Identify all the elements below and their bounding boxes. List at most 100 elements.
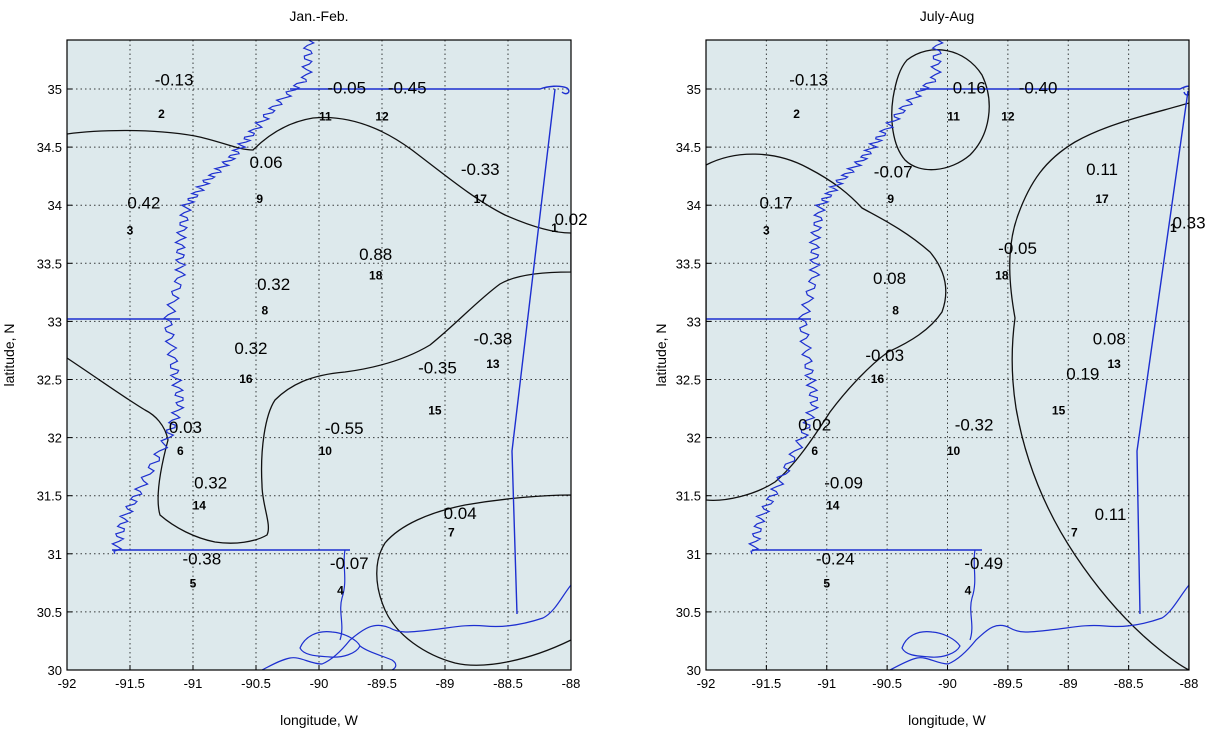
correlation-value: 0.11 bbox=[1095, 505, 1127, 524]
x-tick-label: -90.5 bbox=[872, 676, 902, 691]
station-id: 16 bbox=[871, 372, 885, 386]
station-id: 7 bbox=[448, 525, 455, 539]
station-id: 17 bbox=[474, 192, 488, 206]
correlation-value: 0.08 bbox=[873, 269, 906, 288]
correlation-value: 0.02 bbox=[798, 416, 831, 435]
coastline bbox=[261, 584, 571, 670]
station-id: 9 bbox=[887, 192, 894, 206]
x-tick-label: -88.5 bbox=[493, 676, 523, 691]
x-axis: -92 -91.5 -91 -90.5 -90 -89.5 -89 -88.5 -88 bbox=[58, 665, 580, 691]
correlation-value: 0.88 bbox=[359, 245, 392, 264]
panel-title: Jan.-Feb. bbox=[289, 8, 348, 24]
station-id: 4 bbox=[965, 583, 972, 597]
correlation-value: -0.35 bbox=[418, 359, 457, 378]
x-axis-label: longitude, W bbox=[280, 712, 359, 728]
y-tick-label: 31.5 bbox=[37, 489, 62, 504]
x-tick-label: -90.5 bbox=[241, 676, 271, 691]
panel-jan-feb: -92 -91.5 -91 -90.5 -90 -89.5 -89 -88.5 -88 3030… bbox=[1, 8, 588, 728]
y-tick-label: 31 bbox=[687, 547, 701, 562]
station-id: 12 bbox=[375, 109, 389, 123]
station-id: 9 bbox=[256, 192, 263, 206]
correlation-value: -0.05 bbox=[998, 239, 1037, 258]
station-id: 16 bbox=[239, 372, 253, 386]
station-id: 17 bbox=[1095, 192, 1109, 206]
correlation-value: -0.07 bbox=[330, 554, 369, 573]
station-id: 2 bbox=[158, 107, 165, 121]
x-tick-label: -91 bbox=[184, 676, 203, 691]
lake-pontchartrain bbox=[901, 631, 961, 658]
y-tick-label: 33 bbox=[687, 314, 701, 329]
panel-july-aug: -92 -91.5 -91 -90.5 -90 -89.5 -89 -88.5 -88 3030… bbox=[653, 8, 1206, 728]
correlation-value: 0.08 bbox=[1093, 330, 1126, 349]
x-tick-label: -91.5 bbox=[752, 676, 782, 691]
y-tick-label: 30.5 bbox=[676, 605, 701, 620]
correlation-value: -0.49 bbox=[964, 554, 1003, 573]
correlation-value: 0.32 bbox=[257, 275, 290, 294]
y-tick-label: 33 bbox=[48, 314, 62, 329]
x-axis: -92 -91.5 -91 -90.5 -90 -89.5 -89 -88.5 -88 bbox=[697, 665, 1199, 691]
x-tick-label: -88 bbox=[1180, 676, 1199, 691]
y-tick-label: 32.5 bbox=[37, 373, 62, 388]
correlation-value: -0.55 bbox=[325, 419, 364, 438]
y-tick-label: 31 bbox=[48, 547, 62, 562]
y-axis-label: latitude, N bbox=[653, 323, 669, 386]
y-tick-label: 33.5 bbox=[676, 256, 701, 271]
y-axis: 30 30.5 31 31.5 32 32.5 33 33.5 34 34.5 35 bbox=[37, 82, 72, 678]
station-id: 18 bbox=[369, 269, 383, 283]
state-border bbox=[290, 85, 570, 95]
correlation-value: 0.19 bbox=[1066, 365, 1099, 384]
station-id: 8 bbox=[261, 303, 268, 317]
x-tick-label: -89 bbox=[1059, 676, 1078, 691]
y-tick-label: 33.5 bbox=[37, 256, 62, 271]
y-tick-label: 35 bbox=[687, 82, 701, 97]
y-tick-label: 32 bbox=[48, 431, 62, 446]
mississippi-river bbox=[747, 40, 944, 555]
x-tick-label: -92 bbox=[697, 676, 716, 691]
correlation-value: 0.16 bbox=[953, 79, 986, 98]
correlation-value: -0.13 bbox=[789, 71, 828, 90]
x-tick-label: -90 bbox=[310, 676, 329, 691]
station-id: 3 bbox=[127, 223, 134, 237]
station-id: 1 bbox=[551, 221, 558, 235]
correlation-value: 0.42 bbox=[127, 194, 160, 213]
grid bbox=[706, 40, 1189, 670]
y-tick-label: 34 bbox=[48, 198, 62, 213]
y-tick-label: 30 bbox=[687, 663, 701, 678]
coastline bbox=[889, 584, 1189, 670]
y-tick-label: 30 bbox=[48, 663, 62, 678]
correlation-value: 0.06 bbox=[250, 153, 283, 172]
station-id: 11 bbox=[319, 109, 332, 123]
y-tick-label: 32 bbox=[687, 431, 701, 446]
correlation-value: 0.32 bbox=[194, 474, 227, 493]
station-id: 14 bbox=[193, 499, 207, 513]
panel-title: July-Aug bbox=[920, 8, 974, 24]
correlation-value: -0.09 bbox=[824, 474, 863, 493]
correlation-values: -0.13 0.16 -0.40 -0.07 0.11 0.17 0.33 -0.05 0.08… bbox=[759, 71, 1205, 573]
correlation-value: 0.02 bbox=[554, 210, 587, 229]
station-id: 4 bbox=[337, 583, 344, 597]
correlation-value: 0.03 bbox=[169, 418, 202, 437]
correlation-values: -0.13 -0.05 -0.45 0.06 -0.33 0.42 0.02 0.88 0.32… bbox=[127, 71, 587, 573]
contour-region bbox=[376, 494, 571, 666]
state-borders bbox=[706, 40, 1189, 670]
station-id: 6 bbox=[811, 444, 818, 458]
station-id: 10 bbox=[319, 444, 333, 458]
station-id: 15 bbox=[428, 403, 442, 417]
x-tick-label: -92 bbox=[58, 676, 77, 691]
station-id: 1 bbox=[1170, 221, 1177, 235]
y-tick-label: 34.5 bbox=[676, 140, 701, 155]
x-tick-label: -89.5 bbox=[993, 676, 1023, 691]
station-id: 13 bbox=[1107, 357, 1121, 371]
station-id: 8 bbox=[892, 303, 899, 317]
contour-region bbox=[67, 116, 571, 544]
station-id: 13 bbox=[486, 357, 500, 371]
station-id: 15 bbox=[1052, 403, 1066, 417]
correlation-value: -0.33 bbox=[461, 160, 500, 179]
x-axis-label: longitude, W bbox=[908, 712, 987, 728]
y-axis-label: latitude, N bbox=[1, 323, 17, 386]
correlation-value: -0.40 bbox=[1019, 79, 1058, 98]
delta-channel bbox=[359, 645, 397, 670]
x-tick-label: -90 bbox=[938, 676, 957, 691]
station-id: 7 bbox=[1071, 525, 1078, 539]
